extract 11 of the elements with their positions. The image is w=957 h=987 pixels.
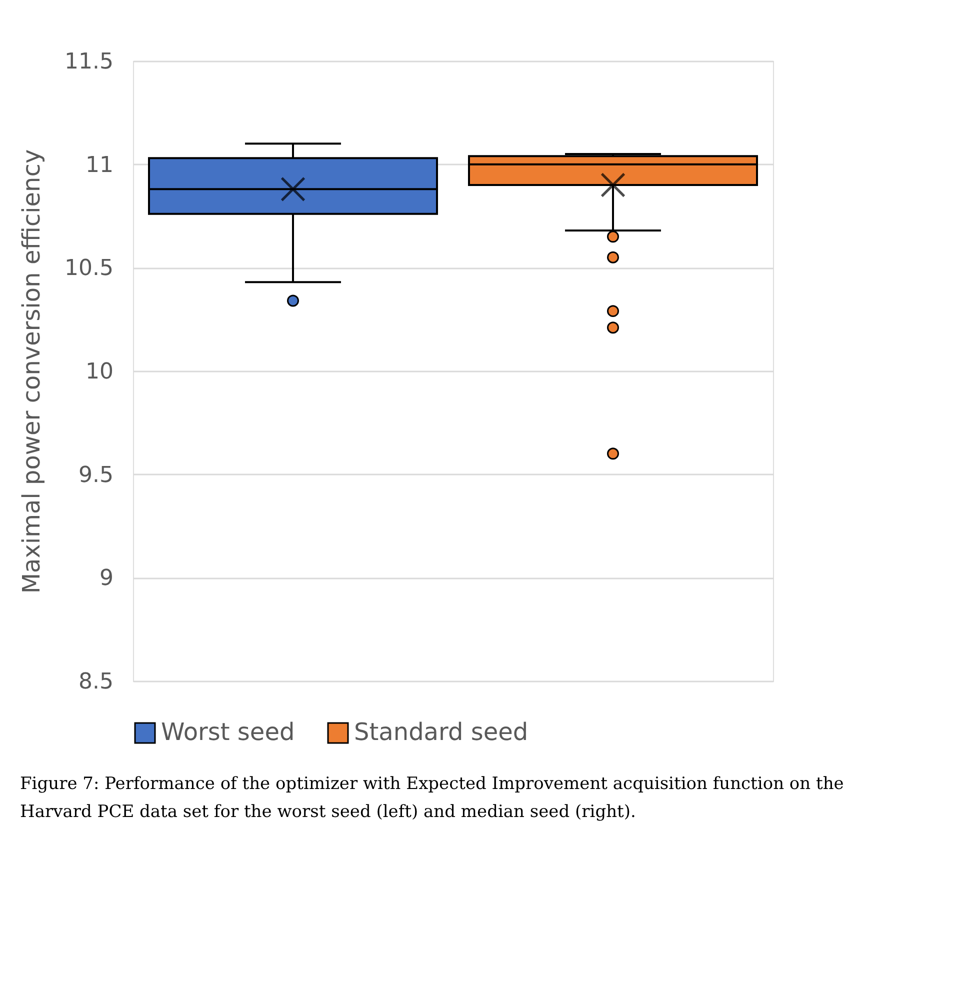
y-tick-label: 11 xyxy=(86,152,114,178)
y-axis-title: Maximal power conversion efficiency xyxy=(18,149,46,594)
y-tick-label: 8.5 xyxy=(78,670,114,694)
y-tick-label: 10.5 xyxy=(64,256,114,282)
caption: Figure 7: Performance of the optimizer with Expected Improvement acquisition function on the Harvard PCE data set for the worst seed (left) and median seed (right). xyxy=(20,774,844,822)
y-tick-label: 9.5 xyxy=(78,462,114,488)
y-tick-label: 10 xyxy=(86,360,114,384)
y-tick-label: 11.5 xyxy=(64,50,114,74)
legend-label: Worst seed xyxy=(161,718,295,746)
legend-label: Standard seed xyxy=(354,718,528,746)
y-tick-label: 9 xyxy=(100,566,114,592)
